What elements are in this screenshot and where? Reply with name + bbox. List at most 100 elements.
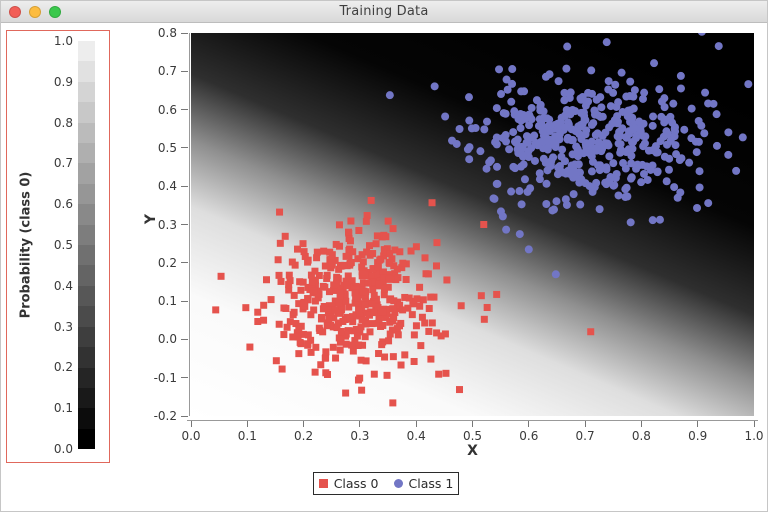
y-tick-label: 0.6	[157, 102, 177, 117]
scatter-point-class0	[419, 296, 427, 304]
scatter-point-class0	[335, 221, 343, 229]
scatter-point-class0	[442, 369, 450, 377]
scatter-point-class1	[606, 102, 615, 111]
scatter-point-class0	[358, 268, 366, 276]
scatter-point-class1	[617, 147, 626, 156]
scatter-point-class0	[399, 306, 407, 314]
scatter-point-class1	[562, 64, 571, 73]
scatter-point-class1	[465, 155, 474, 164]
scatter-point-class1	[441, 112, 450, 121]
scatter-point-class0	[322, 369, 330, 377]
scatter-point-class0	[383, 310, 391, 318]
scatter-point-class0	[339, 317, 347, 325]
scatter-point-class0	[315, 324, 323, 332]
colorbar-band	[78, 143, 95, 164]
scatter-point-class0	[359, 258, 367, 266]
scatter-point-class0	[366, 251, 374, 259]
scatter-point-class1	[517, 87, 526, 96]
scatter-point-class1	[501, 109, 510, 118]
scatter-point-class1	[639, 169, 648, 178]
zoom-button[interactable]	[49, 6, 61, 18]
scatter-point-class1	[580, 115, 589, 124]
y-tick-mark	[181, 377, 188, 379]
scatter-point-class1	[560, 88, 569, 97]
scatter-point-class1	[665, 154, 674, 163]
x-tick-label: 0.7	[575, 429, 595, 443]
scatter-point-class1	[465, 143, 474, 152]
scatter-point-class0	[286, 318, 294, 326]
scatter-point-class0	[335, 265, 343, 273]
scatter-point-class0	[376, 256, 384, 264]
scatter-point-class0	[369, 265, 377, 273]
scatter-point-class0	[319, 328, 327, 336]
scatter-point-class0	[399, 259, 407, 267]
scatter-point-class1	[495, 65, 504, 74]
scatter-point-class1	[507, 187, 516, 196]
scatter-point-class0	[297, 286, 305, 294]
scatter-point-class0	[336, 289, 344, 297]
scatter-point-class0	[296, 338, 304, 346]
scatter-point-class1	[651, 142, 660, 151]
scatter-point-class0	[356, 328, 364, 336]
x-tick-label: 0.2	[294, 429, 314, 443]
scatter-point-class0	[369, 286, 377, 294]
scatter-point-class0	[318, 314, 326, 322]
scatter-point-class1	[660, 103, 669, 112]
scatter-point-class0	[345, 246, 353, 254]
scatter-point-class0	[397, 361, 405, 369]
scatter-point-class1	[493, 162, 502, 171]
y-tick-mark	[181, 415, 188, 417]
scatter-point-class1	[492, 133, 501, 142]
scatter-point-class1	[510, 137, 519, 146]
close-button[interactable]	[9, 6, 21, 18]
scatter-point-class0	[363, 211, 371, 219]
scatter-point-class1	[502, 137, 511, 146]
scatter-point-class1	[519, 110, 528, 119]
scatter-point-class0	[254, 318, 262, 326]
scatter-point-class1	[452, 139, 461, 148]
scatter-point-class1	[732, 166, 741, 175]
scatter-point-class1	[552, 197, 561, 206]
scatter-point-class0	[368, 300, 376, 308]
scatter-point-class0	[413, 295, 421, 303]
x-tick-mark	[640, 421, 642, 427]
scatter-point-class0	[398, 264, 406, 272]
scatter-point-class1	[724, 150, 733, 159]
scatter-point-class0	[361, 301, 369, 309]
scatter-point-class1	[492, 104, 501, 113]
scatter-point-class0	[276, 208, 284, 216]
scatter-point-class0	[317, 361, 325, 369]
scatter-point-class0	[344, 272, 352, 280]
scatter-point-class0	[375, 350, 383, 358]
scatter-point-class0	[281, 232, 289, 240]
scatter-point-class1	[648, 216, 657, 225]
scatter-point-class0	[389, 305, 397, 313]
scatter-point-class0	[370, 309, 378, 317]
scatter-point-class0	[295, 300, 303, 308]
y-tick-label: 0.5	[157, 140, 177, 155]
scatter-point-class0	[363, 248, 371, 256]
scatter-point-class0	[307, 311, 315, 319]
colorbar-tick-label: 0.5	[53, 238, 73, 252]
scatter-point-class0	[418, 313, 426, 321]
scatter-point-class0	[410, 357, 418, 365]
scatter-point-class0	[493, 290, 501, 298]
scatter-point-class1	[653, 167, 662, 176]
minimize-button[interactable]	[29, 6, 41, 18]
legend-label-class0: Class 0	[333, 476, 379, 491]
scatter-point-class0	[421, 254, 429, 262]
scatter-point-class1	[578, 92, 587, 101]
scatter-point-class0	[329, 343, 337, 351]
scatter-point-class0	[391, 270, 399, 278]
scatter-point-class1	[617, 68, 626, 77]
class0-square-icon	[318, 479, 328, 488]
scatter-point-class0	[310, 306, 318, 314]
scatter-point-class0	[217, 272, 225, 280]
scatter-point-class0	[311, 368, 319, 376]
scatter-point-class0	[359, 341, 367, 349]
scatter-point-class0	[433, 329, 441, 337]
scatter-point-class0	[282, 304, 290, 312]
x-tick-label: 0.8	[631, 429, 651, 443]
y-tick-mark	[181, 300, 188, 302]
y-tick-mark	[181, 224, 188, 225]
